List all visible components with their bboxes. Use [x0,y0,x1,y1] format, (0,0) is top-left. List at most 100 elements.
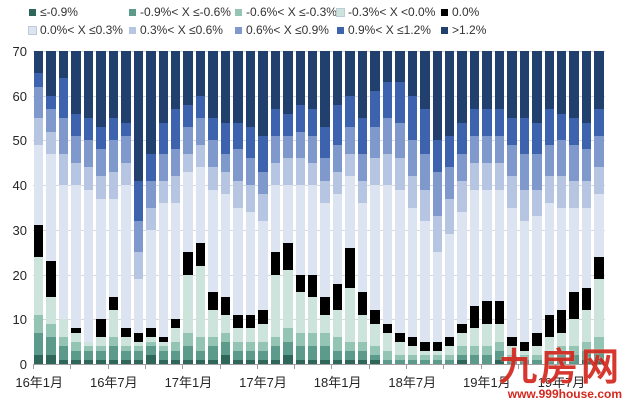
bar-segment [195,265,206,338]
x-tick-label: 16年1月 [15,375,64,390]
bar-segment [34,144,44,226]
legend-label: 0.0%< X ≤0.3% [40,23,123,37]
bar-segment [594,256,604,280]
bar-segment [507,144,517,177]
bar-segment [457,212,467,324]
bars-container [33,51,605,364]
bar-segment [407,176,418,208]
bar-segment [469,355,480,364]
bar-segment [494,323,505,342]
bar-segment [245,185,256,213]
stacked-bar [71,51,81,364]
legend-swatch [337,26,344,34]
bar-segment [83,167,94,190]
bar-segment [320,158,330,181]
bar-segment [71,350,81,360]
y-tick-label: 30 [12,222,27,238]
stacked-bar [407,51,418,364]
stacked-bar [133,51,144,364]
bar-segment [258,194,268,221]
bar-segment [457,359,467,364]
x-tick-label: 17年7月 [239,375,287,390]
bar-segment [245,212,256,315]
plot-area [33,51,605,364]
bar-segment [382,82,393,119]
bar-segment [482,189,492,302]
bar-segment [158,341,168,347]
bar-segment [581,350,592,360]
bar-segment [71,162,81,186]
bar-segment [96,346,106,351]
legend-item: 0.3%< X ≤0.6% [129,23,235,37]
legend-item: -0.6%< X ≤-0.3% [235,5,337,19]
stacked-bar [208,51,218,364]
bar-segment [432,355,442,360]
bar-segment [432,359,442,364]
bar-segment [34,73,44,87]
bar-segment [258,220,268,311]
bar-segment [283,158,293,186]
bar-segment [581,310,592,342]
bar-segment [170,51,181,110]
bar-segment [345,127,355,154]
bar-segment [532,359,542,364]
bar-segment [457,180,467,212]
stacked-bar [34,51,44,364]
bar-segment [370,323,380,347]
bar-segment [320,51,330,128]
bar-segment [532,346,542,356]
bar-segment [432,252,442,342]
bar-segment [295,104,305,132]
bar-segment [370,346,380,356]
bar-segment [58,337,69,347]
bar-segment [195,350,206,360]
stacked-bar [146,51,156,364]
bar-segment [370,355,380,360]
bar-segment [395,359,405,364]
bar-segment [569,180,579,208]
bar-segment [320,332,330,347]
bar-segment [395,341,405,356]
stacked-bar [183,51,193,364]
bar-segment [58,319,69,338]
y-tick-label: 60 [12,88,27,104]
bar-segment [195,337,206,351]
bar-segment [370,359,380,364]
bar-segment [245,127,256,159]
bar-segment [307,296,318,333]
bar-segment [482,109,492,136]
bar-segment [469,162,480,190]
bar-segment [183,346,193,360]
bar-segment [46,337,56,356]
bar-segment [146,153,156,181]
bar-segment [569,118,579,145]
bar-segment [195,359,206,364]
gridline [33,51,605,52]
bar-segment [146,346,156,356]
bar-segment [270,274,281,338]
bar-segment [295,346,305,360]
bar-segment [494,51,505,110]
bar-segment [370,91,380,128]
bar-segment [158,359,168,364]
bar-segment [195,243,206,266]
legend-item: ≤-0.9% [29,5,129,19]
stacked-bar [420,51,430,364]
stacked-bar [382,51,393,364]
bar-segment [133,359,144,364]
bar-segment [532,122,542,154]
bar-segment [108,346,119,360]
bar-segment [482,346,492,356]
legend-swatch [28,25,37,35]
bar-segment [121,162,131,186]
bar-segment [208,292,218,311]
bar-segment [395,189,405,333]
bar-segment [46,131,56,154]
bar-segment [133,51,144,181]
bar-segment [34,314,44,333]
bar-segment [519,341,530,351]
bar-segment [258,323,268,342]
legend-item: -0.9%< X ≤-0.6% [129,5,235,19]
bar-segment [332,171,343,195]
bar-segment [195,118,206,145]
